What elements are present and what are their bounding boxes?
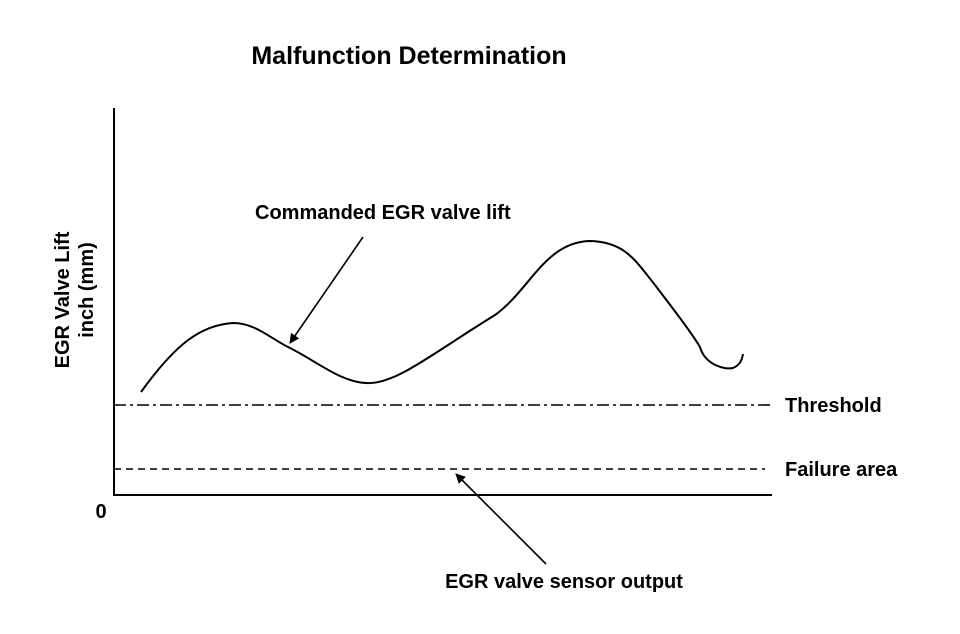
y-axis-label-line2: inch (mm) [76, 242, 98, 338]
sensor-output-arrow [455, 473, 547, 565]
threshold-label: Threshold [785, 395, 882, 417]
diagram-title: Malfunction Determination [251, 42, 566, 70]
failure-area-label: Failure area [785, 459, 898, 481]
sensor-output-annotation: EGR valve sensor output [445, 571, 683, 593]
commanded-lift-curve [140, 239, 744, 393]
commanded-lift-arrow [289, 236, 364, 344]
y-axis-label-line1: EGR Valve Lift [52, 231, 74, 368]
origin-label: 0 [95, 501, 106, 523]
commanded-lift-annotation: Commanded EGR valve lift [255, 202, 511, 224]
